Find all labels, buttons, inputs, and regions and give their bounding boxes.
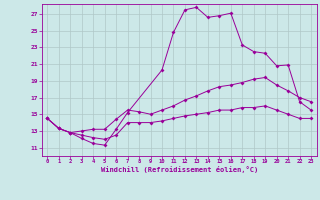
X-axis label: Windchill (Refroidissement éolien,°C): Windchill (Refroidissement éolien,°C) [100,166,258,173]
